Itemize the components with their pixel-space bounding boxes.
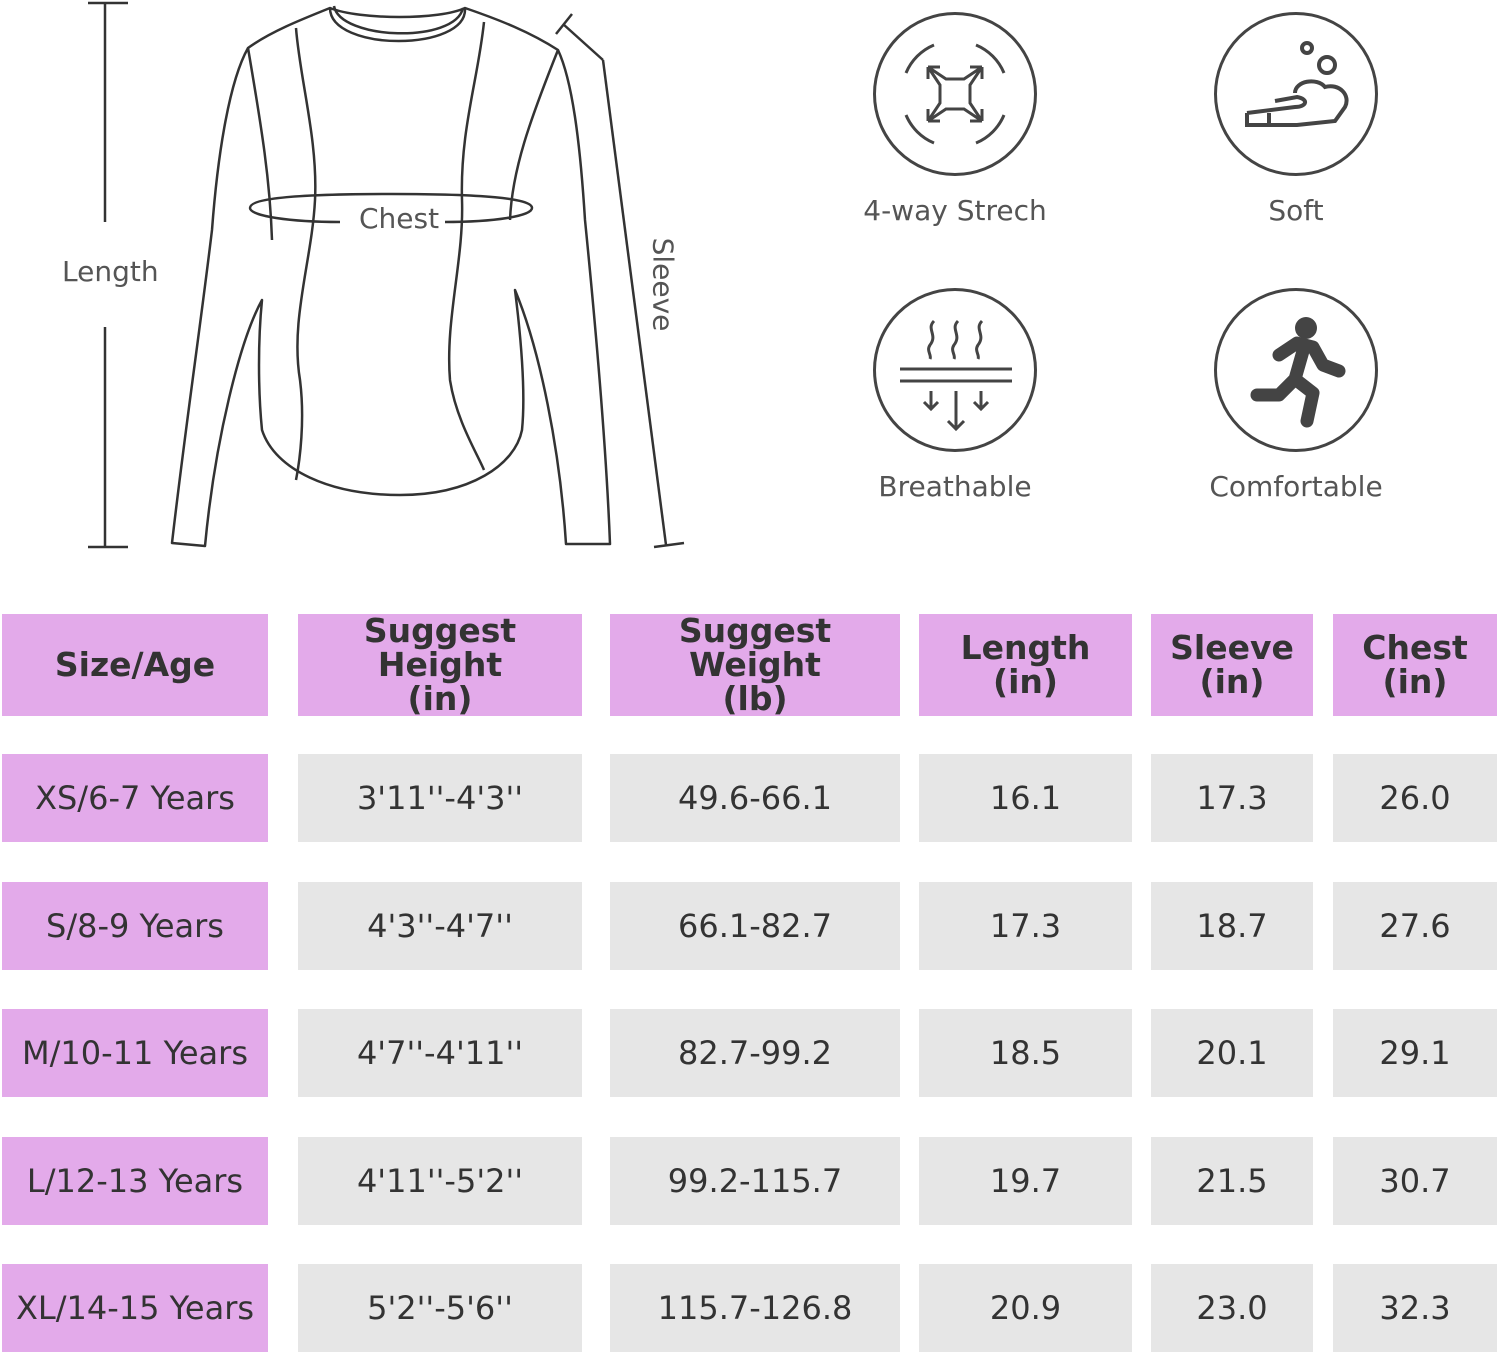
table-cell-length: 19.7 — [919, 1137, 1132, 1225]
size-label-cell: XS/6-7 Years — [2, 754, 268, 842]
table-cell-suggest-weight: 82.7-99.2 — [610, 1009, 900, 1097]
table-cell-suggest-height: 4'11''-5'2'' — [298, 1137, 582, 1225]
feature-label-soft: Soft — [1268, 194, 1324, 227]
chest-label: Chest — [353, 202, 446, 235]
size-label-cell: L/12-13 Years — [2, 1137, 268, 1225]
table-cell-chest: 27.6 — [1333, 882, 1497, 970]
table-cell-sleeve: 18.7 — [1151, 882, 1313, 970]
header-line1: Chest — [1362, 628, 1468, 667]
header-chest: Chest (in) — [1333, 614, 1497, 716]
sleeve-label: Sleeve — [646, 237, 680, 332]
header-line2: (lb) — [722, 679, 788, 718]
header-length: Length (in) — [919, 614, 1132, 716]
stretch-arrows-icon — [873, 12, 1037, 176]
table-cell-length: 20.9 — [919, 1264, 1132, 1352]
table-cell-chest: 26.0 — [1333, 754, 1497, 842]
size-label-cell: S/8-9 Years — [2, 882, 268, 970]
header-line1: Suggest Weight — [678, 611, 832, 684]
header-line2: (in) — [993, 662, 1058, 701]
feature-stretch: 4-way Strech — [825, 12, 1085, 227]
header-sleeve: Sleeve (in) — [1151, 614, 1313, 716]
size-label-cell: XL/14-15 Years — [2, 1264, 268, 1352]
header-line2: (in) — [1382, 662, 1448, 701]
table-cell-sleeve: 21.5 — [1151, 1137, 1313, 1225]
feature-breathable: Breathable — [825, 288, 1085, 503]
header-line2: (in) — [1199, 662, 1265, 701]
length-label: Length — [62, 255, 159, 288]
table-cell-chest: 29.1 — [1333, 1009, 1497, 1097]
shirt-outline-icon — [88, 1, 685, 549]
running-person-icon — [1214, 288, 1378, 452]
table-cell-sleeve: 17.3 — [1151, 754, 1313, 842]
feature-label-comfortable: Comfortable — [1209, 470, 1383, 503]
feature-comfortable: Comfortable — [1166, 288, 1426, 503]
table-cell-suggest-weight: 115.7-126.8 — [610, 1264, 900, 1352]
header-suggest-height: Suggest Height (in) — [298, 614, 582, 716]
table-cell-suggest-height: 4'3''-4'7'' — [298, 882, 582, 970]
table-cell-sleeve: 20.1 — [1151, 1009, 1313, 1097]
feature-soft: Soft — [1166, 12, 1426, 227]
size-label-cell: M/10-11 Years — [2, 1009, 268, 1097]
garment-diagram: Length Chest Sleeve — [0, 0, 760, 570]
header-line1: Size/Age — [54, 645, 216, 684]
table-cell-length: 16.1 — [919, 754, 1132, 842]
feature-label-stretch: 4-way Strech — [863, 194, 1047, 227]
header-line2: (in) — [407, 679, 473, 718]
table-cell-chest: 32.3 — [1333, 1264, 1497, 1352]
table-cell-sleeve: 23.0 — [1151, 1264, 1313, 1352]
header-line1: Sleeve — [1170, 628, 1294, 667]
table-cell-suggest-weight: 99.2-115.7 — [610, 1137, 900, 1225]
table-cell-suggest-weight: 66.1-82.7 — [610, 882, 900, 970]
table-cell-length: 18.5 — [919, 1009, 1132, 1097]
header-line1: Length — [960, 628, 1091, 667]
hand-bubbles-icon — [1214, 12, 1378, 176]
feature-label-breathable: Breathable — [878, 470, 1032, 503]
table-cell-suggest-height: 4'7''-4'11'' — [298, 1009, 582, 1097]
header-line1: Suggest Height — [363, 611, 517, 684]
table-cell-suggest-height: 3'11''-4'3'' — [298, 754, 582, 842]
breathable-vent-icon — [873, 288, 1037, 452]
table-cell-length: 17.3 — [919, 882, 1132, 970]
table-cell-suggest-height: 5'2''-5'6'' — [298, 1264, 582, 1352]
header-size-age: Size/Age — [2, 614, 268, 716]
header-suggest-weight: Suggest Weight (lb) — [610, 614, 900, 716]
table-cell-suggest-weight: 49.6-66.1 — [610, 754, 900, 842]
table-cell-chest: 30.7 — [1333, 1137, 1497, 1225]
